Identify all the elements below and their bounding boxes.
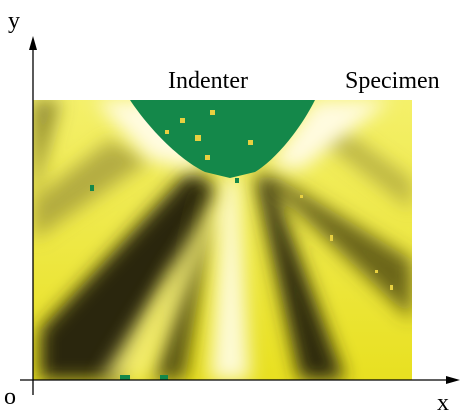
y-arrow — [29, 36, 37, 50]
indenter — [130, 100, 315, 178]
axes — [20, 45, 450, 395]
y-label: y — [8, 8, 20, 34]
x-arrow — [446, 376, 460, 384]
origin-label: o — [4, 384, 16, 410]
speckles — [165, 110, 393, 290]
indenter-label: Indenter — [168, 68, 248, 94]
specimen-label: Specimen — [345, 68, 440, 94]
stress-field — [33, 100, 412, 380]
x-label: x — [437, 390, 449, 411]
green-speckles — [90, 178, 239, 380]
